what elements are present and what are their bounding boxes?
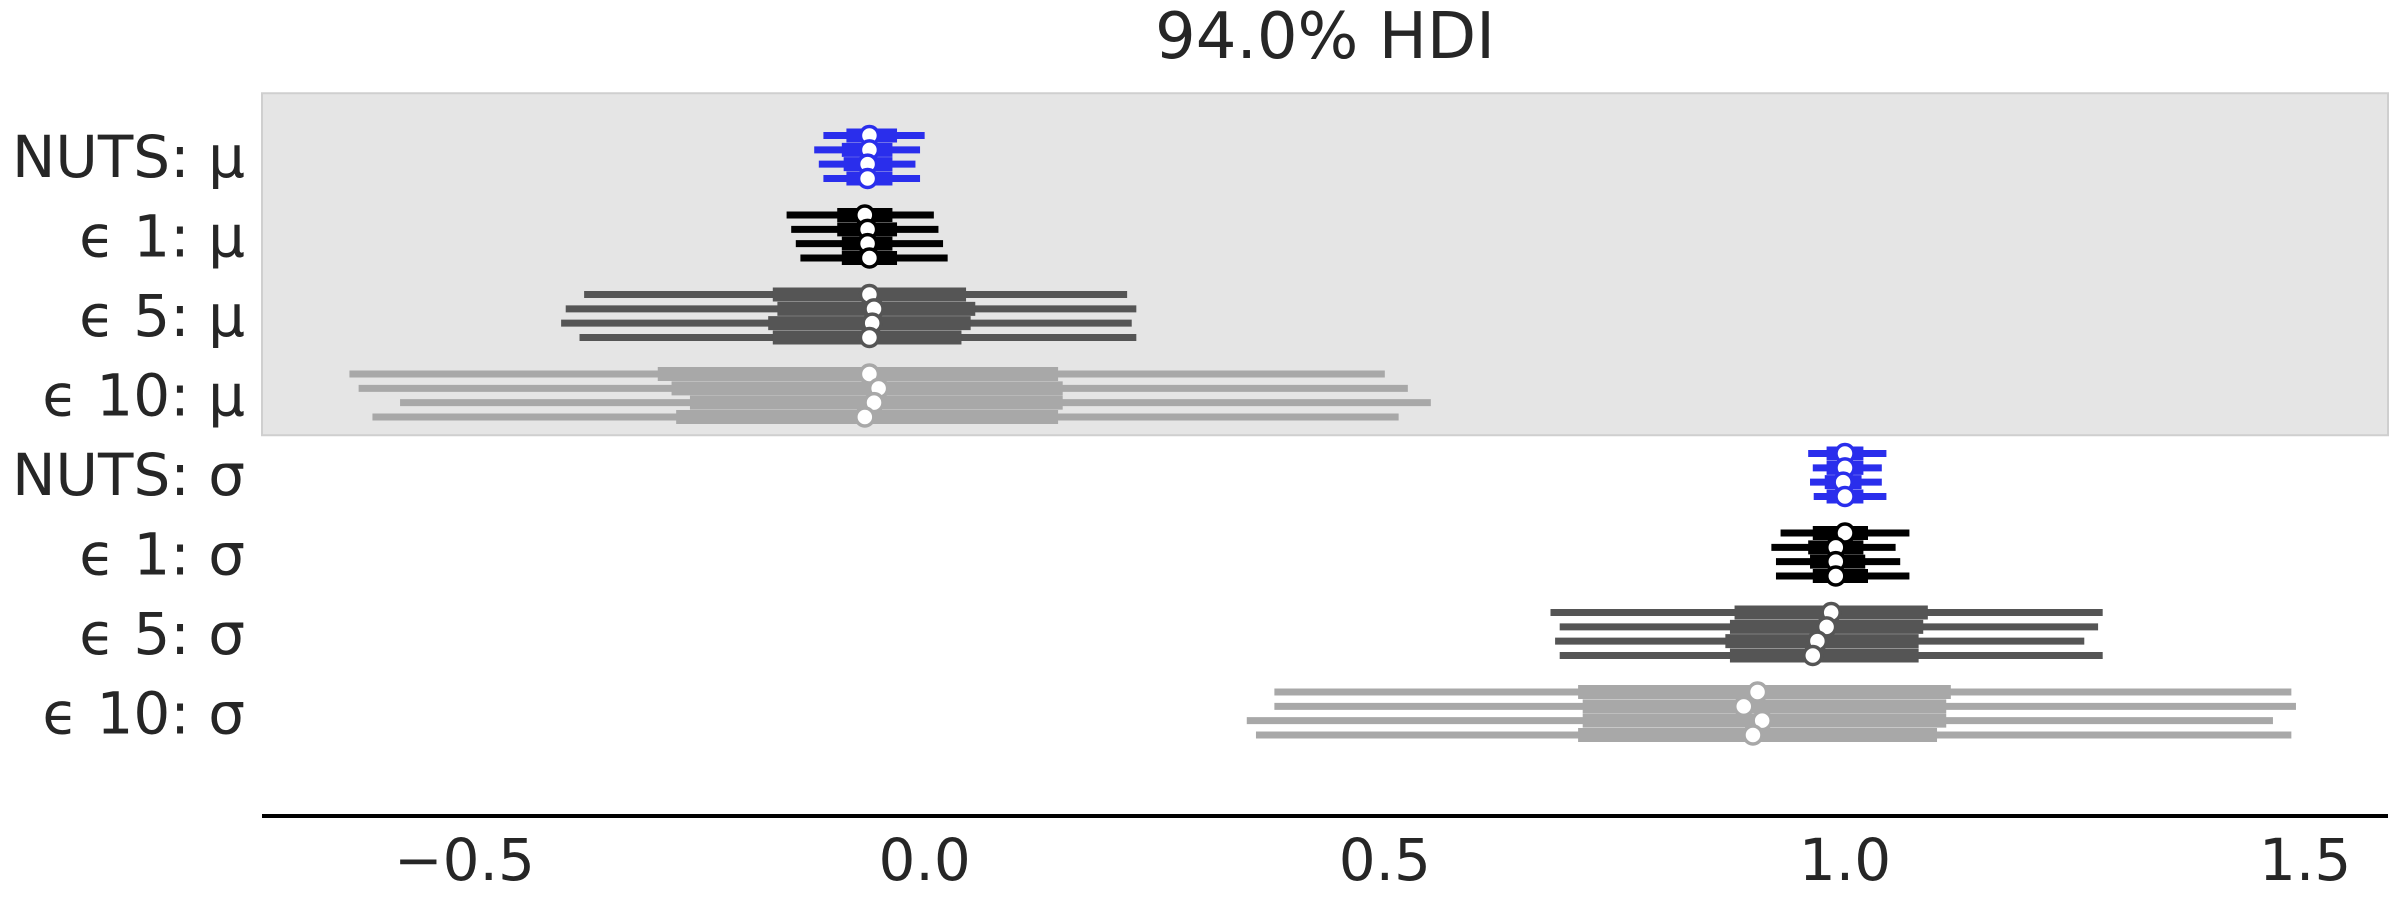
y-tick-label: ϵ 5: σ [79,600,245,668]
y-tick-label: ϵ 10: σ [42,680,245,748]
median-marker [854,406,876,428]
forest-row [1550,601,2103,667]
forest-row [561,283,1137,349]
median-marker [1733,695,1755,718]
median-marker [856,167,879,190]
forest-row [349,363,1431,428]
median-marker [1742,724,1764,746]
y-tick-label: ϵ 1: μ [79,203,245,271]
x-tick-label: 1.0 [1799,826,1891,894]
chart-title: 94.0% HDI [1155,0,1495,74]
median-marker [1802,644,1824,667]
y-tick-label: ϵ 1: σ [79,521,245,589]
forest-row [1246,681,2296,746]
x-tick-label: 0.5 [1339,826,1431,894]
median-marker [1746,681,1769,703]
x-ticks-layer: −0.5 0.0 0.5 1.0 1.5 [394,826,2351,894]
forest-row [1808,442,1887,508]
x-tick-label: 0.0 [879,826,971,894]
shaded-group-band [261,92,2389,437]
median-marker [1834,485,1856,508]
median-marker [858,326,881,349]
forest-row [814,124,925,190]
forest-row [1771,522,1910,587]
y-tick-label: NUTS: σ [12,441,245,509]
y-tick-label: ϵ 10: μ [42,362,245,430]
x-tick-label: 1.5 [2259,826,2351,894]
forest-row [786,204,948,269]
y-tick-label: ϵ 5: μ [79,282,245,350]
x-tick-label: −0.5 [394,826,535,894]
rows-layer [349,124,2296,746]
y-labels-layer: NUTS: μ ϵ 1: μ ϵ 5: μ ϵ 10: μ NUTS: σ ϵ 1: σ ϵ… [12,123,245,748]
y-tick-label: NUTS: μ [12,123,245,191]
median-marker [858,247,881,269]
median-marker [1825,565,1847,587]
